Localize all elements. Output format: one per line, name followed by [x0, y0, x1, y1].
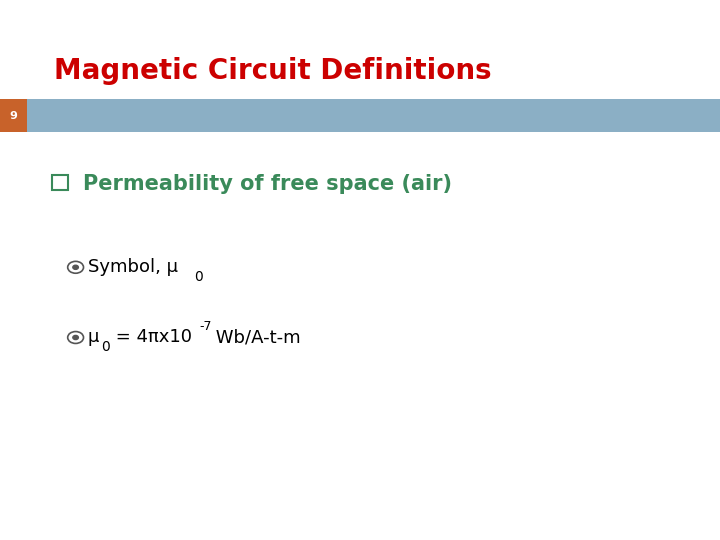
Text: 0: 0	[101, 340, 109, 354]
Text: 9: 9	[10, 111, 17, 120]
Text: = 4πx10: = 4πx10	[110, 328, 192, 347]
Text: Wb/A-t-m: Wb/A-t-m	[210, 328, 301, 347]
Text: Symbol, μ: Symbol, μ	[88, 258, 178, 276]
Text: Magnetic Circuit Definitions: Magnetic Circuit Definitions	[54, 57, 492, 85]
Text: μ: μ	[88, 328, 99, 347]
Text: 0: 0	[194, 270, 203, 284]
Text: -7: -7	[199, 320, 212, 333]
Circle shape	[73, 335, 78, 340]
FancyBboxPatch shape	[0, 99, 27, 132]
FancyBboxPatch shape	[0, 99, 720, 132]
Text: Permeability of free space (air): Permeability of free space (air)	[83, 173, 452, 194]
Circle shape	[73, 265, 78, 269]
